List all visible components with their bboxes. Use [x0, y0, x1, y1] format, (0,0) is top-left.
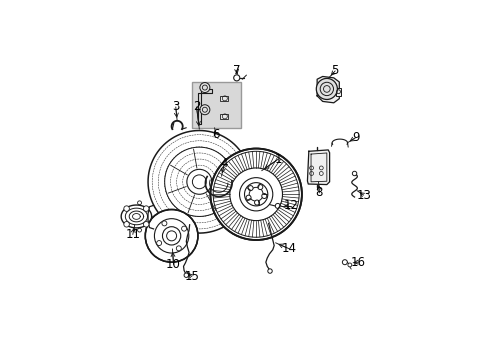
Circle shape: [254, 200, 259, 205]
Text: 2: 2: [192, 100, 200, 113]
Circle shape: [267, 269, 272, 273]
Circle shape: [316, 78, 337, 99]
Text: 3: 3: [172, 100, 179, 113]
Text: 5: 5: [331, 64, 338, 77]
Bar: [220, 114, 228, 119]
Text: 13: 13: [356, 189, 370, 202]
Text: 4: 4: [220, 157, 227, 170]
Circle shape: [143, 206, 149, 211]
Circle shape: [123, 221, 129, 227]
Circle shape: [156, 240, 162, 246]
Circle shape: [162, 221, 166, 226]
Circle shape: [245, 195, 250, 200]
Bar: [192, 82, 241, 128]
Text: 16: 16: [350, 256, 365, 269]
Text: 7: 7: [232, 64, 240, 77]
Text: 6: 6: [212, 128, 219, 141]
Circle shape: [210, 149, 301, 240]
Text: 15: 15: [184, 270, 199, 283]
Circle shape: [143, 221, 149, 227]
Polygon shape: [317, 76, 339, 103]
Text: 14: 14: [282, 242, 296, 255]
Text: 10: 10: [166, 258, 181, 271]
Polygon shape: [121, 205, 151, 228]
Circle shape: [257, 185, 262, 190]
Text: 9: 9: [351, 131, 359, 144]
Circle shape: [200, 82, 209, 93]
Circle shape: [183, 273, 188, 278]
Circle shape: [200, 105, 209, 115]
Circle shape: [247, 186, 253, 190]
Circle shape: [261, 194, 266, 198]
Text: 12: 12: [283, 199, 298, 212]
Bar: [335, 87, 340, 96]
Polygon shape: [307, 150, 329, 185]
Circle shape: [181, 226, 186, 231]
Circle shape: [176, 246, 181, 251]
Circle shape: [352, 171, 356, 176]
Bar: [220, 96, 228, 101]
Text: 11: 11: [125, 228, 140, 241]
Text: 8: 8: [315, 186, 323, 199]
Circle shape: [123, 206, 129, 211]
Circle shape: [145, 210, 198, 262]
Text: 1: 1: [274, 153, 282, 166]
